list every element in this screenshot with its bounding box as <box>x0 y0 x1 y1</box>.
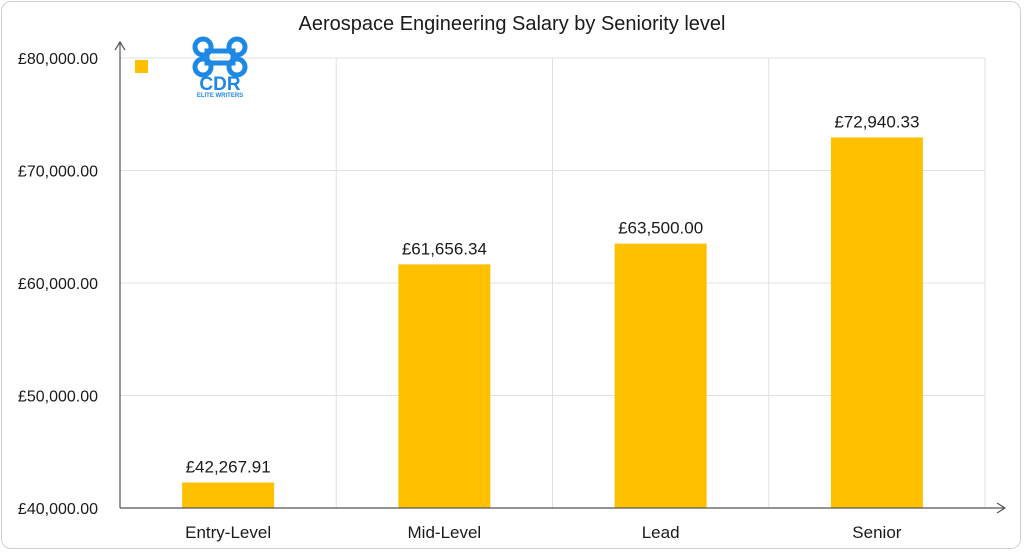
x-tick-label: Mid-Level <box>408 523 482 542</box>
x-tick-label: Entry-Level <box>185 523 271 542</box>
y-tick-label: £50,000.00 <box>18 389 98 406</box>
x-tick-label: Lead <box>642 523 680 542</box>
y-axis-ticks: £40,000.00 £50,000.00 £60,000.00 £70,000.00… <box>18 51 98 518</box>
command-key-icon <box>192 36 248 78</box>
data-label: £61,656.34 <box>402 239 487 258</box>
y-tick-label: £40,000.00 <box>18 501 98 518</box>
legend-marker <box>135 60 148 73</box>
bar-entry-level <box>182 482 275 508</box>
logo-text: CDR <box>199 74 240 95</box>
bar-lead <box>614 243 707 508</box>
bars <box>182 137 923 509</box>
y-axis-arrow <box>114 40 126 51</box>
cdr-logo: CDR ELITE WRITERS <box>192 36 248 99</box>
data-label: £72,940.33 <box>834 112 919 131</box>
axes <box>114 40 1007 514</box>
x-axis-arrow <box>996 502 1007 514</box>
data-labels: £42,267.91 £61,656.34 £63,500.00 £72,940.33 <box>186 112 920 476</box>
y-tick-label: £70,000.00 <box>18 164 98 181</box>
data-label: £42,267.91 <box>186 457 271 476</box>
chart-title: Aerospace Engineering Salary by Seniorit… <box>299 13 726 35</box>
logo-subtext: ELITE WRITERS <box>197 93 243 99</box>
bar-senior <box>830 137 923 509</box>
y-tick-label: £60,000.00 <box>18 276 98 293</box>
bar-mid-level <box>398 264 491 508</box>
category-labels: Entry-Level Mid-Level Lead Senior <box>185 523 902 542</box>
y-tick-label: £80,000.00 <box>18 51 98 68</box>
data-label: £63,500.00 <box>618 219 703 238</box>
x-tick-label: Senior <box>852 523 901 542</box>
